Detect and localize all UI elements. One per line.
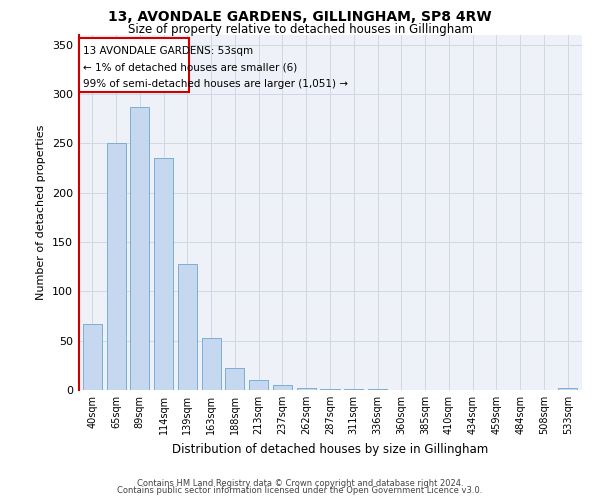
Bar bbox=[202, 338, 221, 390]
Bar bbox=[107, 144, 125, 390]
Bar bbox=[344, 389, 363, 390]
Bar bbox=[154, 158, 173, 390]
Bar bbox=[558, 388, 577, 390]
Bar bbox=[368, 389, 387, 390]
Bar bbox=[226, 368, 244, 390]
Text: 99% of semi-detached houses are larger (1,051) →: 99% of semi-detached houses are larger (… bbox=[83, 80, 348, 90]
Bar bbox=[178, 264, 197, 390]
Text: ← 1% of detached houses are smaller (6): ← 1% of detached houses are smaller (6) bbox=[83, 62, 297, 72]
Bar bbox=[297, 388, 316, 390]
Bar bbox=[273, 385, 292, 390]
Text: Contains public sector information licensed under the Open Government Licence v3: Contains public sector information licen… bbox=[118, 486, 482, 495]
Text: Size of property relative to detached houses in Gillingham: Size of property relative to detached ho… bbox=[128, 22, 473, 36]
Text: Contains HM Land Registry data © Crown copyright and database right 2024.: Contains HM Land Registry data © Crown c… bbox=[137, 478, 463, 488]
Text: 13 AVONDALE GARDENS: 53sqm: 13 AVONDALE GARDENS: 53sqm bbox=[83, 46, 253, 56]
Y-axis label: Number of detached properties: Number of detached properties bbox=[37, 125, 46, 300]
Bar bbox=[83, 324, 102, 390]
X-axis label: Distribution of detached houses by size in Gillingham: Distribution of detached houses by size … bbox=[172, 442, 488, 456]
Bar bbox=[320, 389, 340, 390]
Bar bbox=[249, 380, 268, 390]
FancyBboxPatch shape bbox=[79, 38, 188, 92]
Bar bbox=[130, 107, 149, 390]
Text: 13, AVONDALE GARDENS, GILLINGHAM, SP8 4RW: 13, AVONDALE GARDENS, GILLINGHAM, SP8 4R… bbox=[108, 10, 492, 24]
